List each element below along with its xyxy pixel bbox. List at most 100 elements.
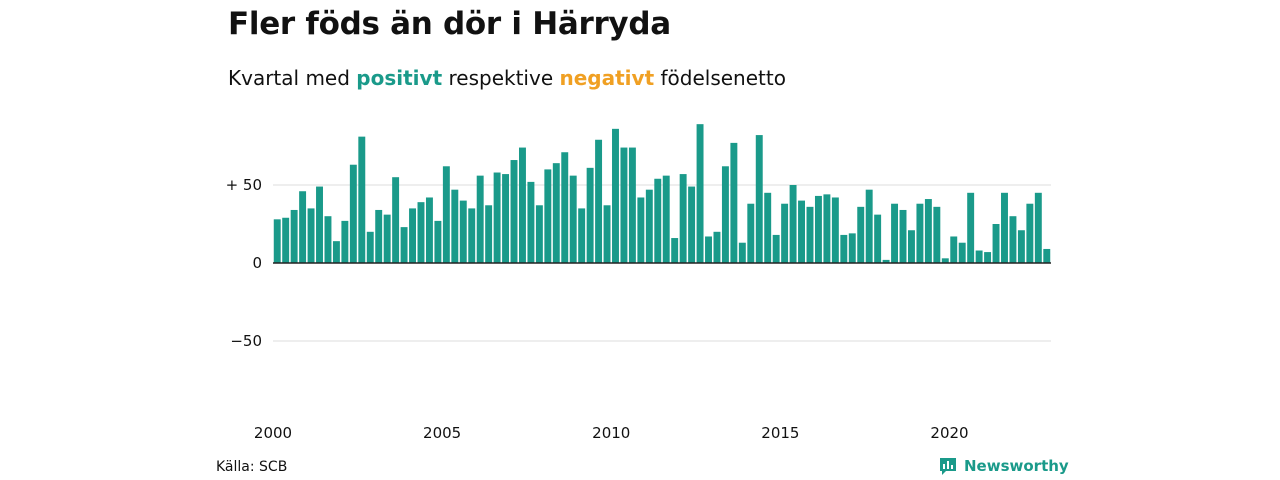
- bar: [273, 219, 281, 263]
- bar: [595, 139, 603, 263]
- bar: [510, 160, 518, 263]
- bar: [417, 202, 425, 263]
- bar: [671, 238, 679, 263]
- bar: [899, 209, 907, 263]
- bar: [451, 189, 459, 263]
- bar: [848, 233, 856, 263]
- bar: [654, 178, 662, 263]
- bar: [628, 147, 636, 263]
- bar: [332, 241, 340, 263]
- bar: [535, 205, 543, 263]
- bar: [1001, 192, 1008, 263]
- bar: [908, 230, 915, 263]
- y-tick-label: 0: [252, 254, 262, 272]
- bar: [612, 128, 619, 263]
- bar: [865, 189, 873, 263]
- bar: [290, 209, 298, 263]
- x-tick-label: 2010: [592, 424, 630, 442]
- newsworthy-logo-icon: [940, 458, 956, 475]
- y-tick-label: −50: [230, 332, 262, 350]
- bar: [409, 208, 416, 263]
- bar: [798, 200, 805, 263]
- x-tick-label: 2020: [930, 424, 968, 442]
- bar: [307, 208, 315, 263]
- bar: [324, 216, 332, 263]
- bar: [645, 189, 653, 263]
- brand-name: Newsworthy: [964, 457, 1069, 475]
- bar: [806, 206, 814, 263]
- bar: [341, 220, 349, 263]
- bar: [527, 181, 535, 263]
- bar: [468, 208, 476, 263]
- bar: [831, 197, 839, 263]
- bar: [603, 205, 611, 263]
- bar: [755, 135, 763, 263]
- bar: [975, 250, 983, 263]
- bar: [721, 166, 729, 263]
- bar: [578, 208, 586, 263]
- subtitle-prefix: Kvartal med: [228, 66, 350, 90]
- bar: [958, 242, 966, 263]
- bar: [366, 231, 374, 263]
- bar: [992, 224, 1000, 263]
- bar: [349, 164, 357, 263]
- bar: [772, 234, 780, 263]
- bar: [781, 203, 789, 263]
- bar: [882, 259, 890, 263]
- chart-subtitle: Kvartal med positivt respektive negativt…: [228, 66, 786, 90]
- bar: [874, 214, 882, 263]
- bar: [941, 258, 949, 263]
- bar: [561, 152, 569, 263]
- bar: [933, 206, 941, 263]
- bar: [891, 203, 899, 263]
- bar: [383, 214, 391, 263]
- bar: [375, 209, 383, 263]
- bar: [316, 186, 323, 263]
- bar: [620, 147, 628, 263]
- bar: [493, 172, 501, 263]
- subtitle-negative: negativt: [559, 66, 655, 90]
- bar: [730, 142, 738, 263]
- bar: [299, 191, 307, 263]
- bar: [358, 136, 366, 263]
- x-tick-label: 2000: [254, 424, 292, 442]
- bar: [502, 174, 510, 263]
- subtitle-suffix: födelsenetto: [660, 66, 786, 90]
- bar: [789, 185, 797, 263]
- bar: [688, 186, 696, 263]
- bar: [705, 236, 712, 263]
- bar: [392, 177, 400, 263]
- bar: [950, 236, 958, 263]
- bar: [696, 124, 704, 263]
- bar: [1009, 216, 1017, 263]
- chart-title: Fler föds än dör i Härryda: [228, 6, 671, 42]
- bar: [282, 217, 290, 263]
- bar: [823, 194, 831, 263]
- bar: [857, 206, 865, 263]
- bar: [924, 199, 932, 263]
- bar: [442, 166, 450, 263]
- bar: [400, 227, 408, 263]
- bar: [916, 203, 924, 263]
- bar: [713, 231, 721, 263]
- bar: [967, 192, 975, 263]
- bar: [662, 175, 670, 263]
- source-note: Källa: SCB: [216, 459, 288, 475]
- bar: [747, 203, 755, 263]
- bar: [569, 175, 577, 263]
- newsworthy-logo: Newsworthy: [938, 456, 1069, 476]
- y-tick-label: + 50: [226, 176, 262, 194]
- bar: [738, 242, 746, 263]
- subtitle-middle: respektive: [448, 66, 554, 90]
- x-tick-label: 2005: [423, 424, 461, 442]
- bar: [1034, 192, 1042, 263]
- x-tick-label: 2015: [761, 424, 799, 442]
- bar: [984, 252, 992, 263]
- bar: [476, 175, 484, 263]
- subtitle-positive: positivt: [356, 66, 443, 90]
- bar: [1017, 230, 1025, 263]
- bar: [586, 167, 594, 263]
- bar: [637, 197, 645, 263]
- bar: [485, 205, 493, 263]
